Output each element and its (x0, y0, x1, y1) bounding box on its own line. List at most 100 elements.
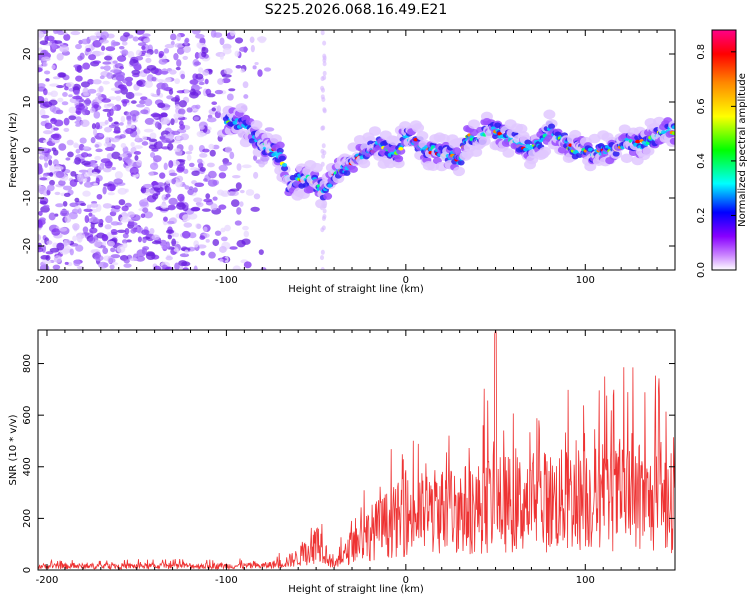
noise-blob (170, 118, 175, 126)
noise-blob (201, 208, 211, 212)
noise-blob (250, 206, 260, 212)
noise-blob (38, 67, 43, 73)
noise-blob (110, 137, 120, 143)
noise-blob (183, 222, 193, 228)
noise-blob (243, 261, 252, 269)
noise-blob (75, 43, 82, 50)
noise-blob (110, 231, 118, 236)
noise-blob (100, 31, 109, 40)
noise-blob (187, 188, 194, 196)
noise-blob (63, 127, 70, 132)
noise-blob (149, 227, 155, 235)
noise-blob (104, 55, 113, 61)
noise-blob (88, 54, 97, 61)
noise-blob (67, 151, 74, 158)
noise-blob (257, 69, 263, 77)
noise-blob (208, 143, 215, 150)
ridge-blob (250, 120, 263, 130)
noise-blob (85, 47, 91, 52)
noise-blob (123, 157, 131, 163)
noise-blob (53, 127, 59, 131)
noise-blob (100, 158, 111, 164)
noise-blob (118, 46, 125, 50)
noise-blob (110, 247, 116, 253)
ridge-blob (515, 123, 528, 134)
noise-blob (214, 89, 224, 95)
noise-blob (173, 232, 180, 238)
noise-blob (38, 247, 44, 253)
spectrogram-ytick-label: -10 (22, 190, 33, 206)
noise-blob (66, 139, 74, 146)
noise-blob (125, 127, 134, 134)
noise-blob (196, 223, 202, 230)
noise-blob (176, 202, 186, 210)
ridge-blob (557, 146, 567, 154)
noise-blob (138, 73, 147, 77)
noise-blob (219, 258, 224, 263)
noise-blob (169, 69, 177, 75)
noise-blob (111, 262, 119, 266)
noise-blob (203, 178, 208, 182)
noise-blob (228, 88, 236, 92)
noise-blob (63, 117, 70, 126)
noise-blob (144, 117, 155, 125)
noise-blob (101, 45, 106, 52)
noise-blob (52, 133, 62, 141)
noise-blob (154, 68, 163, 76)
noise-blob (137, 236, 142, 243)
noise-blob (121, 49, 129, 56)
noise-blob (134, 55, 144, 61)
noise-blob (224, 146, 233, 154)
noise-blob (51, 64, 56, 70)
noise-blob (165, 179, 171, 184)
noise-blob (125, 91, 135, 100)
ridge-blob (620, 153, 633, 164)
colorbar-tick-label: 0.4 (696, 153, 707, 169)
noise-blob (90, 216, 99, 223)
noise-blob (114, 171, 123, 179)
noise-blob (144, 80, 153, 88)
noise-blob (182, 267, 189, 270)
noise-blob (253, 171, 259, 179)
noise-blob (142, 237, 147, 244)
noise-blob (166, 95, 174, 100)
noise-blob (161, 137, 171, 143)
noise-blob (109, 184, 116, 192)
noise-blob (149, 152, 156, 158)
noise-blob (134, 30, 145, 35)
noise-blob (154, 121, 161, 129)
noise-blob (58, 166, 64, 170)
ridge-blob (348, 165, 358, 173)
noise-blob (131, 113, 137, 122)
noise-blob (82, 226, 89, 234)
noise-blob (92, 60, 101, 64)
noise-blob (131, 100, 137, 104)
snr-xlabel: Height of straight line (km) (288, 584, 424, 595)
noise-blob (130, 228, 137, 234)
noise-blob (107, 240, 115, 247)
noise-blob (206, 117, 217, 123)
noise-blob (188, 144, 194, 152)
noise-blob (216, 105, 222, 113)
noise-blob (83, 181, 93, 188)
noise-blob (202, 69, 210, 76)
noise-blob (207, 179, 218, 187)
streak-blob (320, 30, 325, 36)
noise-blob (56, 242, 65, 251)
noise-blob (62, 185, 72, 191)
noise-blob (250, 44, 255, 53)
ridge-blob (412, 123, 425, 133)
noise-blob (258, 249, 264, 255)
noise-blob (142, 207, 149, 213)
noise-blob (160, 112, 168, 118)
noise-blob (165, 77, 172, 83)
noise-blob (193, 61, 201, 66)
noise-blob (186, 154, 192, 161)
noise-blob (102, 203, 112, 209)
noise-blob (135, 255, 146, 262)
noise-blob (145, 252, 156, 260)
snr-xtick-label: 100 (576, 575, 595, 586)
noise-blob (168, 89, 174, 95)
noise-blob (167, 204, 176, 211)
